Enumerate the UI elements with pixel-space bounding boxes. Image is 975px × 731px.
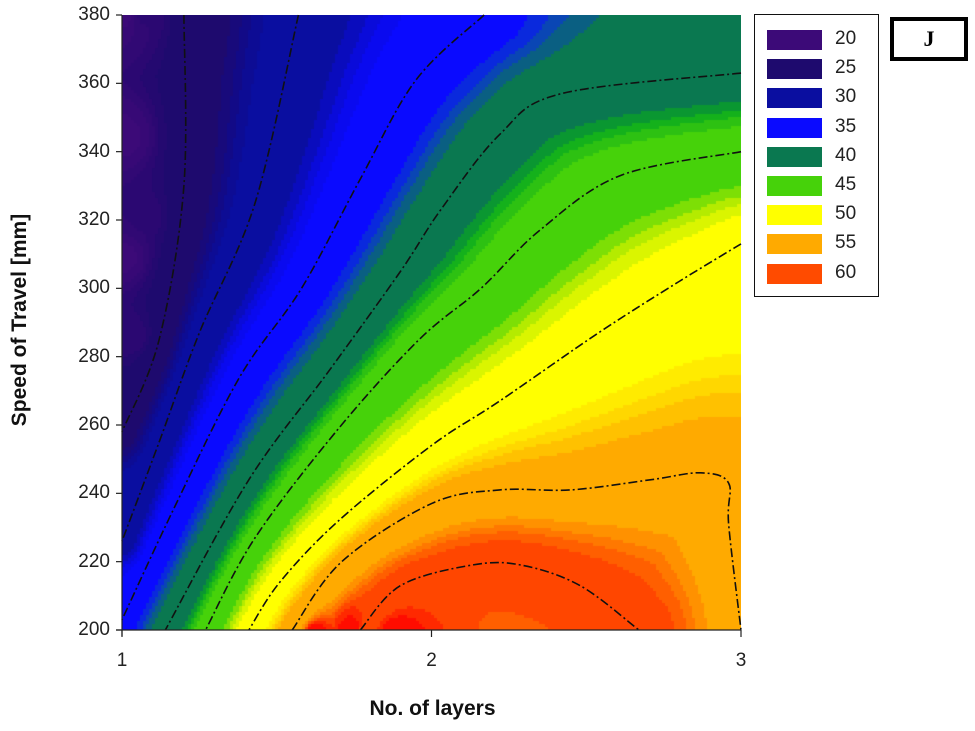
y-tick-label: 300 <box>78 277 110 299</box>
x-tick-label: 3 <box>735 650 747 671</box>
legend-swatch <box>767 234 822 255</box>
legend-swatch <box>767 88 822 109</box>
legend-swatch <box>767 263 822 284</box>
y-tick-label: 240 <box>78 482 110 504</box>
contour-line-35 <box>121 14 485 621</box>
contour-line-45 <box>204 150 742 631</box>
y-tick-label: 260 <box>78 414 110 435</box>
y-axis-label: Speed of Travel [mm] <box>8 213 31 427</box>
y-tick-label: 200 <box>78 619 110 640</box>
axes <box>116 14 742 637</box>
legend-label: 50 <box>835 203 857 225</box>
y-tick-label: 280 <box>78 345 110 367</box>
x-tick-label: 2 <box>426 650 437 671</box>
legend: 20 25 30 35 40 45 50 55 60 <box>754 14 879 297</box>
y-ticks <box>116 14 122 631</box>
contour-line-55 <box>291 472 742 631</box>
y-tick-label: 360 <box>78 72 110 94</box>
legend-swatch <box>767 205 822 226</box>
contour-plot-area <box>122 15 741 630</box>
legend-swatch <box>767 59 822 80</box>
contour-lines <box>121 14 742 631</box>
legend-label: 45 <box>835 174 857 195</box>
y-tick-label: 380 <box>78 4 110 25</box>
contour-line-40 <box>164 72 742 631</box>
legend-swatch <box>767 146 822 167</box>
legend-label: 40 <box>835 144 857 166</box>
x-axis-label: No. of layers <box>369 697 496 720</box>
x-tick-label: 1 <box>116 650 128 671</box>
legend-swatch <box>767 176 822 196</box>
panel-label: J <box>890 17 968 61</box>
legend-label: 55 <box>835 232 857 254</box>
legend-label: 60 <box>835 261 857 283</box>
contour-line-50 <box>248 243 742 631</box>
y-tick-label: 340 <box>78 140 110 162</box>
legend-label: 20 <box>835 28 857 49</box>
legend-label: 30 <box>835 86 857 108</box>
contour-line-30 <box>121 14 300 542</box>
legend-swatch <box>767 30 822 50</box>
contour-line-60 <box>359 561 640 631</box>
y-tick-label: 320 <box>78 209 110 230</box>
legend-label: 25 <box>835 57 857 79</box>
legend-swatch <box>767 117 822 138</box>
contour-line-25 <box>121 14 187 433</box>
legend-label: 35 <box>835 115 857 137</box>
y-tick-label: 220 <box>78 550 110 572</box>
x-ticks <box>121 630 742 637</box>
